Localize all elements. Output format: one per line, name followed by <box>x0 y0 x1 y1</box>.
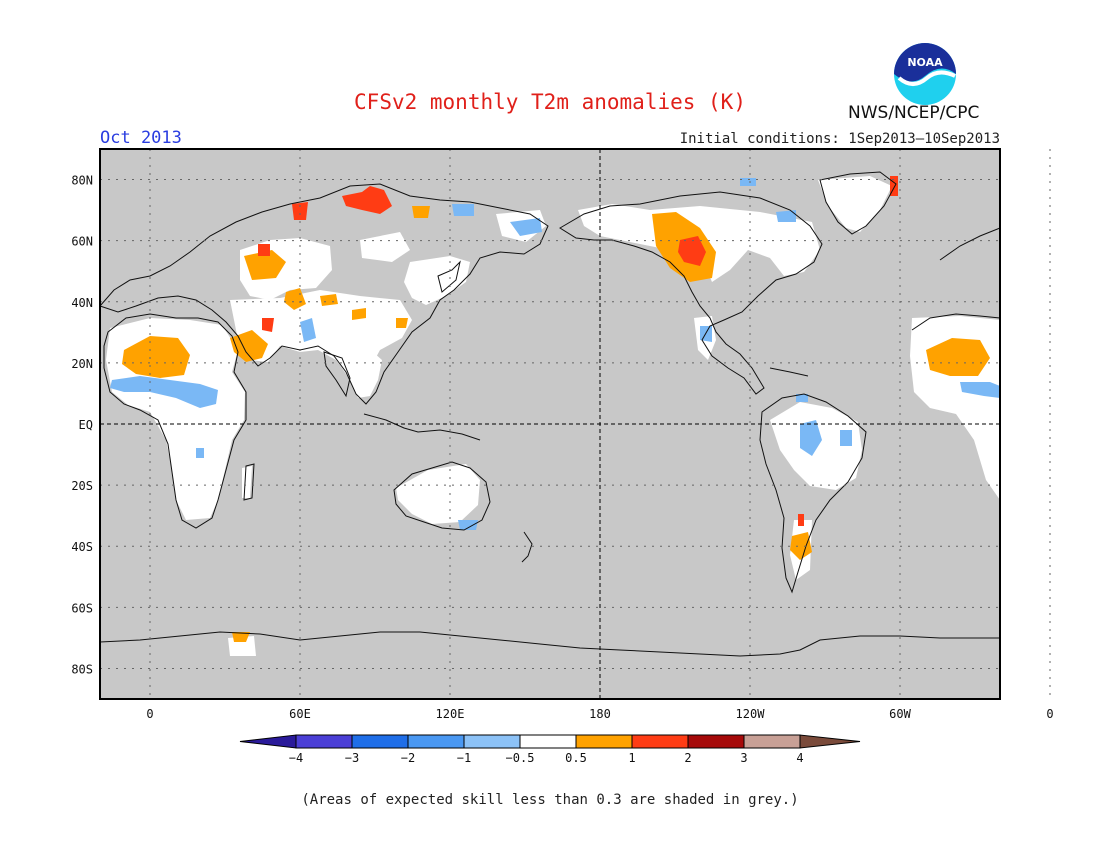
lat-label: 60N <box>71 235 93 249</box>
latitude-labels: 80N 60N 40N 20N EQ 20S 40S 60S 80S <box>71 174 93 677</box>
colorbar: −4 −3 −2 −1 −0.5 0.5 1 2 3 4 <box>239 734 861 765</box>
noaa-logo: NOAA <box>894 43 956 105</box>
colorbar-bin <box>687 734 745 749</box>
colorbar-tick-label: 0.5 <box>565 751 587 765</box>
colorbar-bin <box>351 734 409 749</box>
lon-label: 120W <box>736 707 766 721</box>
colorbar-bin <box>407 734 465 749</box>
lat-label: 60S <box>71 601 93 615</box>
footnote: (Areas of expected skill less than 0.3 a… <box>301 792 799 808</box>
colorbar-tick-label: −2 <box>401 751 415 765</box>
lat-label: 40S <box>71 540 93 554</box>
lat-label: 20S <box>71 479 93 493</box>
colorbar-tick-label: 3 <box>740 751 747 765</box>
lon-label: 0 <box>1046 707 1053 721</box>
lon-label: 60W <box>889 707 911 721</box>
lon-label: 180 <box>589 707 611 721</box>
colorbar-tick-label: −3 <box>345 751 359 765</box>
colorbar-bin-low-arrow <box>239 734 297 749</box>
lat-label: 40N <box>71 296 93 310</box>
colorbar-tick-label: 2 <box>684 751 691 765</box>
coastlines <box>99 171 1001 657</box>
lon-label: 60E <box>289 707 311 721</box>
lat-label: 20N <box>71 357 93 371</box>
colorbar-bin <box>519 734 577 749</box>
forecast-month: Oct 2013 <box>100 128 182 148</box>
graticule <box>100 149 1051 699</box>
colorbar-tick-label: −4 <box>289 751 303 765</box>
colorbar-bin <box>743 734 801 749</box>
noaa-logo-text: NOAA <box>907 56 943 69</box>
colorbar-bin <box>575 734 633 749</box>
chart-title: CFSv2 monthly T2m anomalies (K) <box>354 90 746 114</box>
lat-label: EQ <box>79 418 93 432</box>
colorbar-bin <box>463 734 521 749</box>
colorbar-tick-label: −1 <box>457 751 471 765</box>
colorbar-tick-label: 1 <box>628 751 635 765</box>
colorbar-tick-label: −0.5 <box>506 751 535 765</box>
agency-label: NWS/NCEP/CPC <box>848 103 980 123</box>
lon-label: 120E <box>436 707 465 721</box>
colorbar-tick-label: 4 <box>796 751 803 765</box>
anomaly-layer <box>106 176 1000 656</box>
lat-label: 80N <box>71 174 93 188</box>
colorbar-bin <box>295 734 353 749</box>
longitude-labels: 0 60E 120E 180 120W 60W 0 <box>146 707 1053 721</box>
lat-label: 80S <box>71 662 93 676</box>
initial-conditions: Initial conditions: 1Sep2013–10Sep2013 <box>679 131 1000 147</box>
map-frame <box>99 148 1001 700</box>
colorbar-bin <box>631 734 689 749</box>
colorbar-bin-high-arrow <box>799 734 861 749</box>
lon-label: 0 <box>146 707 153 721</box>
